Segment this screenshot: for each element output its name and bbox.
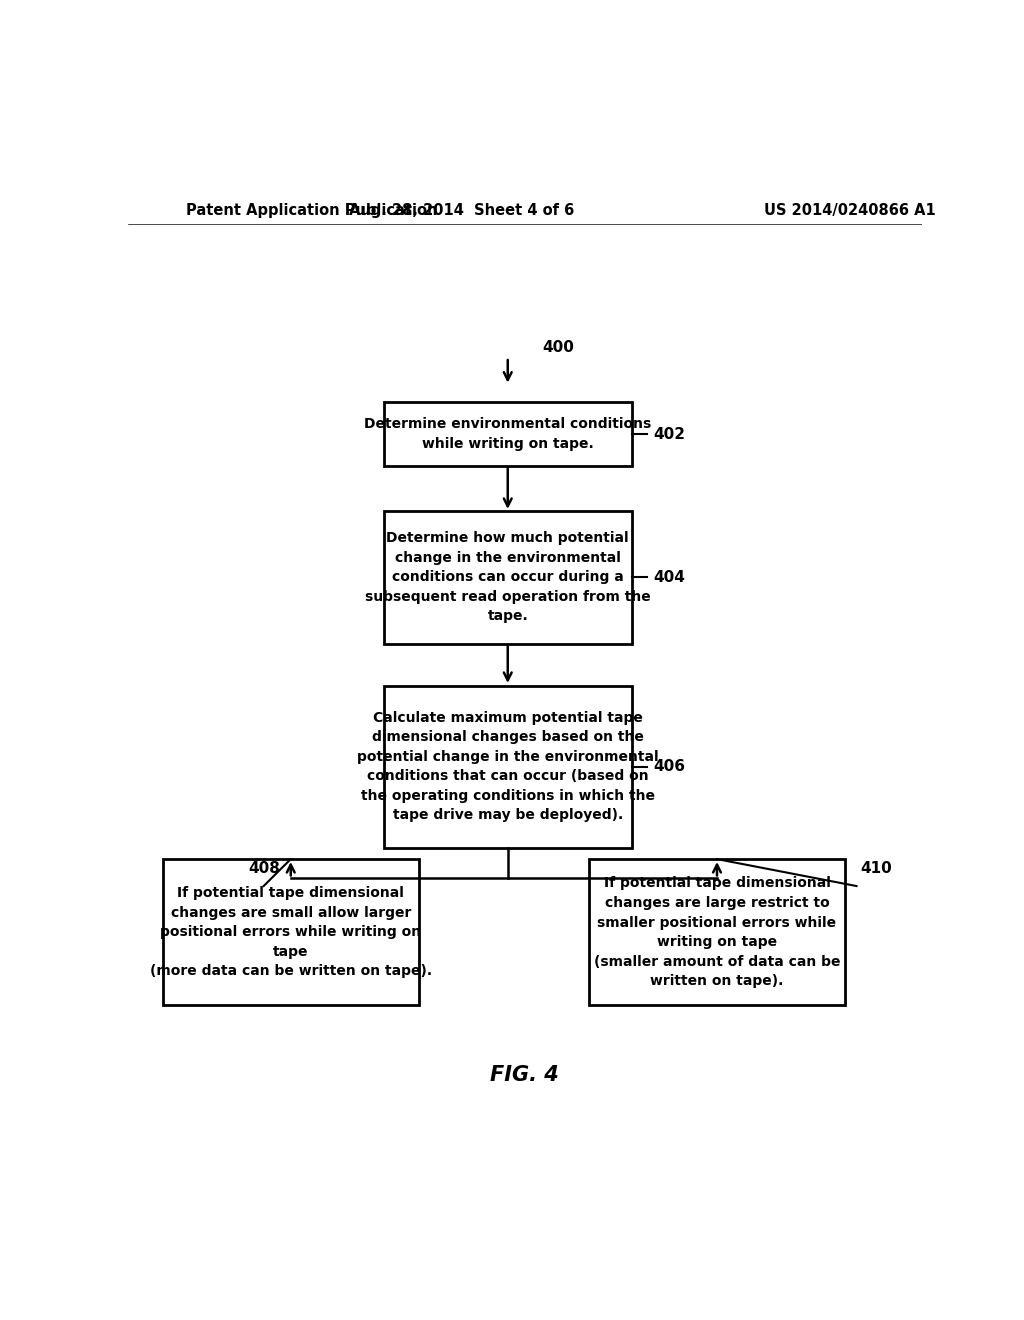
Bar bbox=[384, 403, 632, 466]
Bar bbox=[163, 859, 419, 1006]
Text: 400: 400 bbox=[543, 339, 574, 355]
Bar bbox=[589, 859, 845, 1006]
Text: 406: 406 bbox=[653, 759, 685, 775]
Text: US 2014/0240866 A1: US 2014/0240866 A1 bbox=[764, 203, 935, 218]
Text: 402: 402 bbox=[653, 426, 685, 442]
Text: 404: 404 bbox=[653, 570, 685, 585]
Text: Patent Application Publication: Patent Application Publication bbox=[186, 203, 437, 218]
Bar bbox=[384, 511, 632, 644]
Text: 410: 410 bbox=[860, 861, 892, 876]
Text: If potential tape dimensional
changes are small allow larger
positional errors w: If potential tape dimensional changes ar… bbox=[150, 886, 432, 978]
Text: 408: 408 bbox=[248, 861, 280, 876]
Text: Determine how much potential
change in the environmental
conditions can occur du: Determine how much potential change in t… bbox=[365, 531, 650, 623]
Text: If potential tape dimensional
changes are large restrict to
smaller positional e: If potential tape dimensional changes ar… bbox=[594, 876, 841, 987]
Bar bbox=[384, 686, 632, 847]
Text: Determine environmental conditions
while writing on tape.: Determine environmental conditions while… bbox=[365, 417, 651, 451]
Text: Aug. 28, 2014  Sheet 4 of 6: Aug. 28, 2014 Sheet 4 of 6 bbox=[348, 203, 573, 218]
Text: FIG. 4: FIG. 4 bbox=[490, 1065, 559, 1085]
Text: Calculate maximum potential tape
dimensional changes based on the
potential chan: Calculate maximum potential tape dimensi… bbox=[357, 711, 658, 822]
